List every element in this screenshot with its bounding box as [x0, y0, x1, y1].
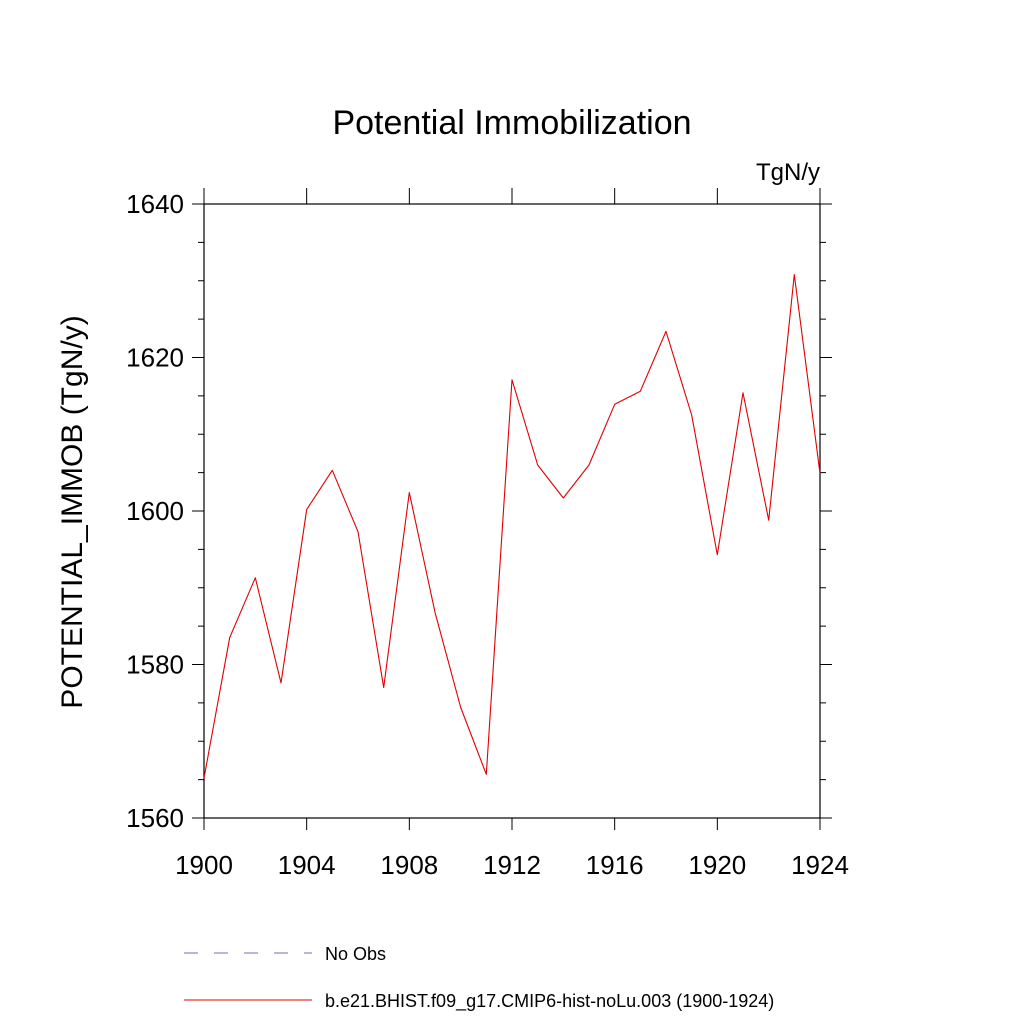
chart-title: Potential Immobilization [332, 104, 691, 142]
y-axis-label: POTENTIAL_IMMOB (TgN/y) [56, 315, 89, 708]
x-tick-label: 1912 [483, 850, 541, 880]
axes: 1900 1904 1908 1912 1916 1920 1924 1560 1580 1600… [126, 188, 849, 880]
x-tick-label: 1900 [175, 850, 233, 880]
legend-label: No Obs [325, 944, 386, 964]
y-tick-label: 1600 [126, 496, 184, 526]
y-tick-label: 1640 [126, 189, 184, 219]
legend: No Obs b.e21.BHIST.f09_g17.CMIP6-hist-noL… [184, 944, 774, 1012]
x-tick-label: 1908 [380, 850, 438, 880]
legend-label: b.e21.BHIST.f09_g17.CMIP6-hist-noLu.003 … [325, 991, 774, 1012]
x-tick-label: 1924 [791, 850, 849, 880]
y-tick-label: 1580 [126, 650, 184, 680]
x-tick-label: 1916 [586, 850, 644, 880]
y-tick-label: 1620 [126, 343, 184, 373]
units-label: TgN/y [756, 159, 820, 186]
x-tick-label: 1904 [278, 850, 336, 880]
series-layer [203, 274, 821, 779]
y-tick-label: 1560 [126, 803, 184, 833]
x-tick-label: 1920 [688, 850, 746, 880]
plot-frame [203, 203, 821, 819]
series-line [203, 274, 821, 779]
